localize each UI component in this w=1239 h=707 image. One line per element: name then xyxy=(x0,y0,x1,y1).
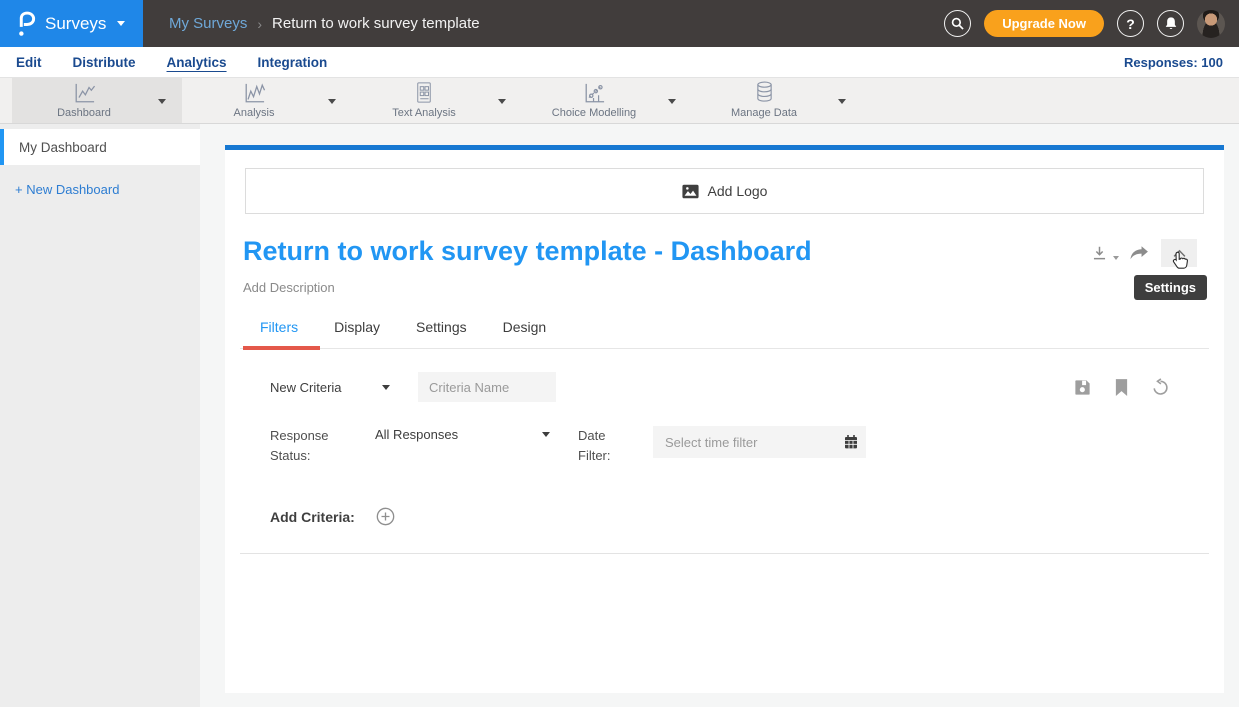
responses-count: Responses: 100 xyxy=(1124,54,1223,70)
date-filter-label: Date Filter: xyxy=(578,428,611,464)
response-status-value: All Responses xyxy=(375,427,459,443)
scatter-chart-icon xyxy=(582,82,606,104)
date-filter-field[interactable] xyxy=(653,426,866,459)
toolbar-item-manage-data[interactable]: Manage Data xyxy=(692,78,862,123)
chevron-down-icon xyxy=(382,384,390,390)
toolbar-item-label: Choice Modelling xyxy=(551,107,637,119)
add-logo-label: Add Logo xyxy=(707,183,768,199)
chevron-down-icon xyxy=(542,432,550,438)
response-status-label: Response Status: xyxy=(270,428,329,464)
search-icon[interactable] xyxy=(944,10,972,37)
chevron-down-icon[interactable] xyxy=(668,98,676,104)
document-grid-icon xyxy=(414,82,434,104)
sidebar-item-my-dashboard[interactable]: My Dashboard xyxy=(0,129,200,165)
upgrade-now-button[interactable]: Upgrade Now xyxy=(984,10,1104,37)
toolbar-item-label: Manage Data xyxy=(730,107,798,119)
top-header: Surveys My Surveys › Return to work surv… xyxy=(0,0,1239,47)
toolbar-item-label: Dashboard xyxy=(57,107,111,119)
image-icon xyxy=(681,184,699,199)
save-criteria-icon[interactable] xyxy=(1073,378,1092,397)
sidebar-item-label: My Dashboard xyxy=(19,139,107,155)
criteria-dropdown[interactable]: New Criteria xyxy=(270,380,390,395)
line-chart-icon xyxy=(72,82,96,104)
breadcrumb-current: Return to work survey template xyxy=(272,15,480,32)
tab-display[interactable]: Display xyxy=(334,319,381,336)
user-avatar[interactable] xyxy=(1197,9,1225,38)
add-logo-button[interactable]: Add Logo xyxy=(245,168,1204,214)
toolbar-item-analysis[interactable]: Analysis xyxy=(182,78,352,123)
proprofs-p-icon xyxy=(17,11,36,37)
chevron-down-icon xyxy=(117,21,126,26)
add-criteria-label: Add Criteria: xyxy=(270,508,355,525)
breadcrumb: My Surveys › Return to work survey templ… xyxy=(169,15,480,32)
chevron-down-icon[interactable] xyxy=(838,98,846,104)
dashboard-tabs: Filters Display Settings Design xyxy=(240,319,1209,351)
add-description-link[interactable]: Add Description xyxy=(243,280,335,296)
analytics-toolbar: Dashboard Analysis Text Analysis xyxy=(0,77,1239,124)
section-divider xyxy=(240,553,1209,555)
trend-chart-icon xyxy=(242,82,266,104)
bookmark-icon[interactable] xyxy=(1114,378,1129,397)
reset-refresh-icon[interactable] xyxy=(1151,377,1170,397)
response-status-dropdown[interactable]: All Responses xyxy=(375,426,550,442)
toolbar-item-choice-modelling[interactable]: Choice Modelling xyxy=(522,78,692,123)
share-icon[interactable] xyxy=(1128,245,1150,262)
toolbar-item-label: Text Analysis xyxy=(392,107,456,119)
new-dashboard-link[interactable]: + New Dashboard xyxy=(15,182,120,197)
dashboard-title: Return to work survey template - Dashboa… xyxy=(243,236,812,266)
add-criteria-plus-icon[interactable] xyxy=(376,507,395,526)
nav-integration[interactable]: Integration xyxy=(257,54,328,70)
help-icon[interactable]: ? xyxy=(1117,10,1144,37)
breadcrumb-my-surveys[interactable]: My Surveys xyxy=(169,15,248,32)
notifications-bell-icon[interactable] xyxy=(1157,10,1184,37)
product-name: Surveys xyxy=(45,13,107,33)
toolbar-item-dashboard[interactable]: Dashboard xyxy=(12,78,182,123)
download-icon[interactable] xyxy=(1090,244,1119,263)
settings-collapse-button[interactable] xyxy=(1161,239,1197,269)
tab-settings[interactable]: Settings xyxy=(416,319,467,336)
time-filter-input[interactable] xyxy=(663,434,843,450)
survey-subnav: Edit Distribute Analytics Integration Re… xyxy=(0,47,1239,77)
tab-design[interactable]: Design xyxy=(502,319,547,336)
criteria-name-input[interactable] xyxy=(418,372,556,403)
nav-edit[interactable]: Edit xyxy=(16,54,42,70)
chevron-down-icon xyxy=(1113,255,1119,260)
app-logo-menu[interactable]: Surveys xyxy=(0,0,143,47)
chevron-up-icon xyxy=(1173,249,1185,257)
chevron-down-icon[interactable] xyxy=(328,98,336,104)
chevron-down-icon[interactable] xyxy=(498,98,506,104)
toolbar-item-text-analysis[interactable]: Text Analysis xyxy=(352,78,522,123)
database-icon xyxy=(754,81,775,104)
breadcrumb-separator: › xyxy=(257,15,263,32)
main-area: Add Logo Return to work survey template … xyxy=(200,124,1239,707)
settings-tooltip: Settings xyxy=(1133,275,1207,300)
dashboard-sidebar: My Dashboard + New Dashboard xyxy=(0,124,200,707)
chevron-down-icon[interactable] xyxy=(158,98,166,104)
tab-filters[interactable]: Filters xyxy=(242,319,321,351)
nav-distribute[interactable]: Distribute xyxy=(72,54,136,70)
nav-analytics[interactable]: Analytics xyxy=(166,54,227,70)
toolbar-item-label: Analysis xyxy=(233,107,275,119)
dashboard-panel: Add Logo Return to work survey template … xyxy=(225,145,1224,693)
calendar-icon[interactable] xyxy=(843,434,859,450)
criteria-dropdown-value: New Criteria xyxy=(270,379,342,395)
